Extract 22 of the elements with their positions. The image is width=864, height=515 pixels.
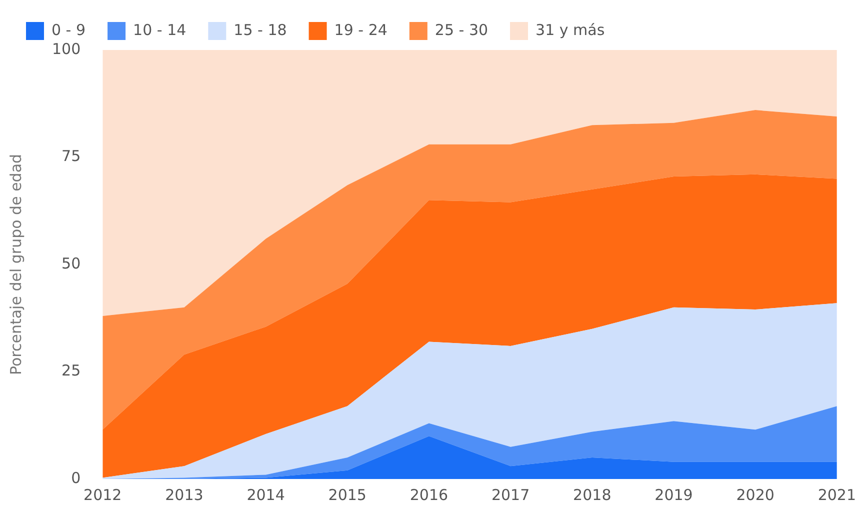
y-axis-title: Porcentaje del grupo de edad [6,154,25,376]
x-tick-label: 2014 [246,486,285,504]
y-tick-label: 100 [52,40,81,58]
y-tick-label: 25 [62,362,81,380]
legend-label: 25 - 30 [434,20,488,39]
legend-label: 0 - 9 [52,20,86,39]
x-tick-label: 2012 [84,486,122,504]
x-tick-label: 2015 [328,486,366,504]
legend-label: 19 - 24 [334,20,388,39]
legend-label: 15 - 18 [234,20,287,39]
legend-label: 10 - 14 [133,20,186,39]
y-tick-label: 50 [62,254,81,272]
x-tick-label: 2018 [573,486,612,504]
x-tick-label: 2020 [736,486,774,504]
y-tick-label: 0 [71,468,81,487]
x-tick-label: 2021 [818,486,856,504]
x-tick-label: 2016 [410,486,448,504]
x-tick-label: 2019 [654,486,693,504]
x-tick-label: 2017 [491,486,530,504]
legend-label: 31 y más [536,20,605,39]
x-tick-label: 2013 [165,486,204,504]
y-tick-label: 75 [62,147,81,166]
